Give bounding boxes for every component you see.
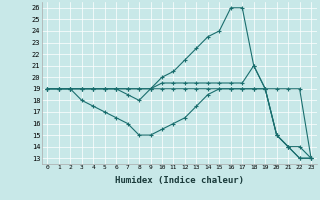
- X-axis label: Humidex (Indice chaleur): Humidex (Indice chaleur): [115, 176, 244, 185]
